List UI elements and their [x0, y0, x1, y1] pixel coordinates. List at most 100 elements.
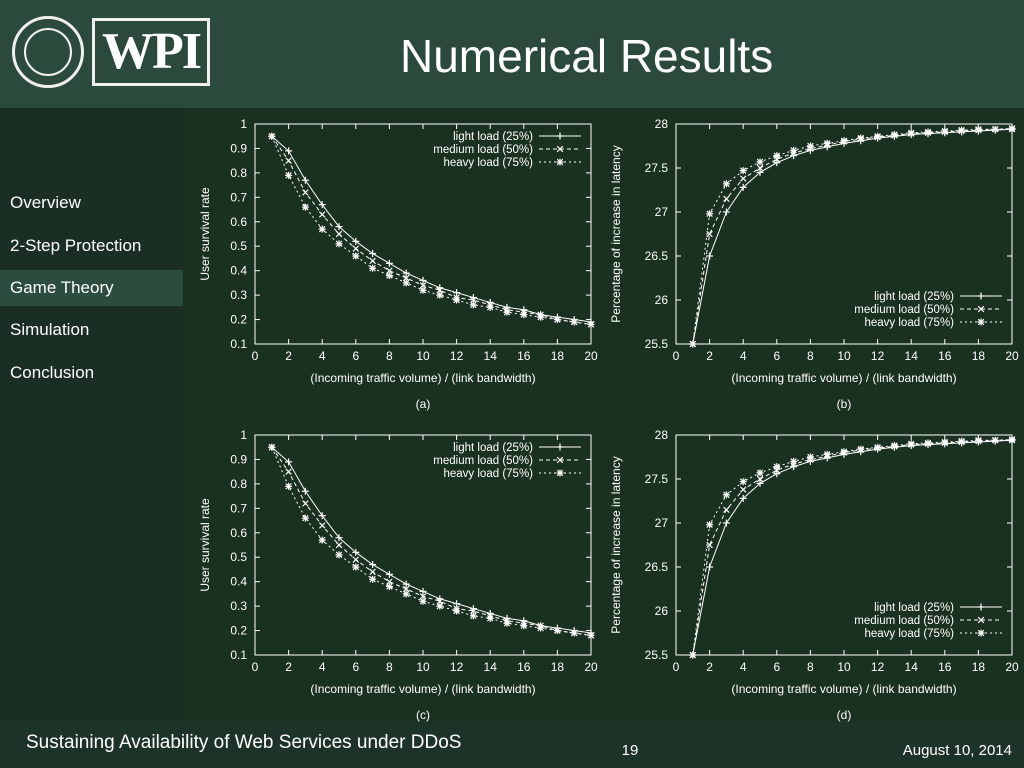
- slide-title: Numerical Results: [400, 30, 774, 82]
- data-point: [739, 486, 747, 493]
- data-point: [958, 126, 966, 134]
- y-tick-label: 0.7: [230, 190, 247, 204]
- y-tick-label: 0.1: [230, 337, 247, 351]
- data-point-stroke-d2: [268, 132, 276, 140]
- data-point: [335, 223, 343, 231]
- legend-label: light load (25%): [874, 602, 954, 614]
- y-tick-label: 0.6: [230, 526, 247, 540]
- series-line: [271, 447, 592, 636]
- data-point-stroke-d2: [907, 129, 915, 137]
- data-point: [756, 469, 764, 477]
- y-tick-label: 1: [240, 117, 247, 131]
- data-point: [385, 583, 393, 591]
- legend-marker-stroke-d2: [977, 318, 985, 326]
- data-point: [587, 631, 595, 639]
- x-tick-label: 2: [706, 349, 713, 363]
- data-point-stroke-d2: [756, 469, 764, 477]
- data-point-stroke-d2: [941, 127, 949, 135]
- data-point: [402, 580, 410, 588]
- chart-svg: 0 2 4 6 8 10 12 14 16 18 20 0.1 0.2 0.3 0.4 0.5 0.6 0.7 0.…: [198, 428, 598, 722]
- data-point-stroke-d2: [739, 167, 747, 174]
- data-point: [857, 134, 865, 142]
- data-point: [453, 607, 461, 615]
- sidebar-item-conclusion[interactable]: Conclusion: [10, 363, 95, 382]
- x-tick-label: 16: [517, 660, 531, 674]
- x-tick-label: 14: [484, 660, 498, 674]
- data-point-stroke-d2: [807, 142, 814, 150]
- series-line: [692, 128, 1013, 345]
- data-point-stroke-d2: [285, 468, 292, 475]
- sidebar-nav: Overview 2-Step Protection Game Theory S…: [0, 108, 183, 720]
- data-point-stroke-d2: [823, 140, 831, 147]
- data-point-stroke-d2: [386, 583, 393, 590]
- data-point: [285, 157, 292, 164]
- data-point-stroke-d2: [285, 172, 292, 179]
- x-tick-label: 8: [807, 349, 814, 363]
- data-point: [301, 203, 309, 211]
- data-point: [756, 479, 764, 487]
- chart-svg: 0 2 4 6 8 10 12 14 16 18 20 25.5 26 26.5 27 27.5 28 (Inco…: [609, 117, 1019, 411]
- data-point: [941, 127, 949, 135]
- data-point: [301, 487, 309, 495]
- data-point-stroke-d2: [335, 230, 343, 238]
- data-point-stroke-d2: [790, 458, 797, 465]
- data-point-stroke-d2: [941, 438, 949, 446]
- data-point: [268, 132, 276, 140]
- sidebar-item-simulation[interactable]: Simulation: [10, 320, 90, 339]
- data-point: [553, 316, 561, 324]
- y-tick-label: 26: [655, 604, 669, 618]
- y-tick-label: 27.5: [645, 472, 669, 486]
- data-point-stroke-d2: [402, 279, 410, 287]
- y-axis-label: User survival rate: [198, 498, 212, 592]
- data-point: [453, 296, 461, 304]
- data-point-stroke-d2: [335, 551, 343, 559]
- plot-frame: [675, 434, 1013, 656]
- data-point: [301, 176, 309, 184]
- data-point-stroke-d2: [689, 651, 697, 659]
- series-3: [689, 435, 1016, 659]
- data-point-stroke-d2: [402, 590, 410, 598]
- legend-label: medium load (50%): [854, 304, 954, 316]
- y-tick-label: 0.9: [230, 452, 247, 466]
- data-point: [790, 146, 798, 154]
- legend-marker: [556, 132, 564, 140]
- chart-caption: (a): [416, 397, 431, 411]
- legend-label: heavy load (75%): [865, 628, 955, 640]
- y-tick-label: 0.2: [230, 624, 247, 638]
- data-point-stroke-d2: [386, 267, 393, 274]
- chart-area: 0 2 4 6 8 10 12 14 16 18 20 0.1 0.2 0.3 0.4 0.5 0.6 0.7 0.…: [183, 108, 1024, 722]
- series-line: [692, 127, 1013, 345]
- sidebar-item-overview[interactable]: Overview: [10, 193, 81, 212]
- y-axis-label: Percentage of increase in latency: [609, 145, 623, 322]
- data-point-stroke-d2: [991, 126, 999, 133]
- data-point-stroke-d2: [470, 607, 477, 615]
- data-point: [402, 274, 410, 282]
- data-point: [907, 440, 915, 448]
- x-tick-label: 6: [773, 660, 780, 674]
- legend-marker: [977, 616, 985, 624]
- legend-marker-stroke-d2: [556, 158, 564, 166]
- data-point-stroke-d2: [723, 506, 730, 514]
- data-point-stroke-d2: [318, 522, 326, 529]
- data-point: [402, 279, 410, 287]
- data-point-stroke-d2: [907, 440, 915, 448]
- wpi-logo: WPI: [12, 12, 212, 92]
- data-point-stroke-d2: [335, 541, 343, 549]
- sidebar-item-2-step-protection[interactable]: 2-Step Protection: [10, 236, 142, 255]
- data-point: [285, 468, 292, 475]
- data-point: [419, 286, 427, 294]
- data-point-stroke-d2: [386, 272, 393, 279]
- data-point: [318, 522, 326, 529]
- data-point: [823, 139, 831, 147]
- data-point-stroke-d2: [520, 622, 528, 629]
- y-tick-label: 0.8: [230, 166, 247, 180]
- data-point: [553, 627, 561, 635]
- data-point-stroke-d2: [268, 443, 276, 451]
- chart-a: 0 2 4 6 8 10 12 14 16 18 20 0.1 0.2 0.3 0.4 0.5 0.6 0.7 0.…: [183, 110, 603, 420]
- data-point-stroke-d2: [790, 147, 797, 154]
- data-point: [402, 590, 410, 598]
- x-axis-label: (Incoming traffic volume) / (link bandwi…: [731, 682, 956, 696]
- sidebar-item-game-theory[interactable]: Game Theory: [0, 270, 183, 306]
- data-point: [974, 125, 982, 133]
- data-point-stroke-d2: [958, 437, 965, 445]
